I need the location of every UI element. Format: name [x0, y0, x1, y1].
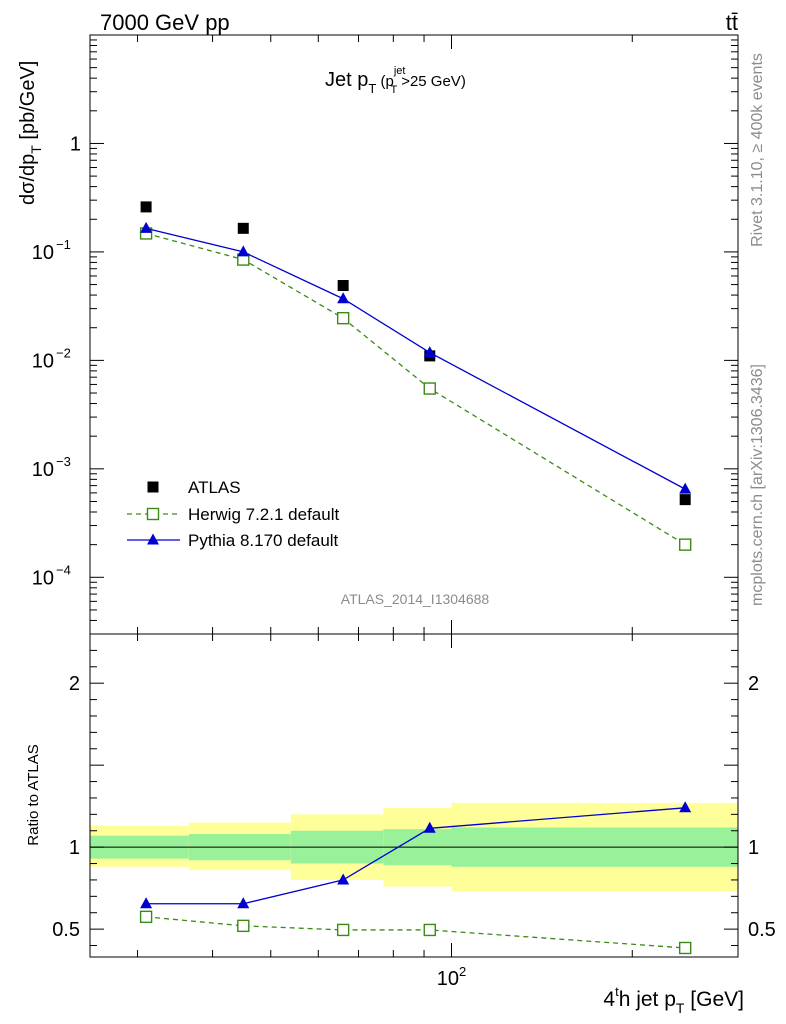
- herwig-point: [423, 382, 436, 395]
- analysis-id: ATLAS_2014_I1304688: [341, 591, 490, 607]
- ratio-ylabel: Ratio to ATLAS: [25, 744, 42, 845]
- energy-label: 7000 GeV pp: [100, 10, 230, 35]
- main-ylabel: dσ/dpT [pb/GeV]: [17, 61, 44, 205]
- pythia-line: [145, 227, 686, 490]
- atlas-point: [679, 494, 691, 506]
- x-tick-label: 102: [437, 964, 466, 990]
- pythia-point: [423, 346, 436, 358]
- legend-label: ATLAS: [188, 478, 241, 497]
- pythia-point: [237, 245, 250, 257]
- y-tick-label: −2: [56, 345, 71, 360]
- ratio-herwig-point: [139, 910, 153, 924]
- ratio-herwig-point: [423, 923, 436, 937]
- atlas-point: [237, 222, 249, 234]
- legend-label: Herwig 7.2.1 default: [188, 505, 339, 524]
- y-tick-label: −4: [56, 562, 71, 577]
- ratio-pythia-point: [140, 897, 153, 909]
- process-label: tt̄: [726, 10, 738, 35]
- main-marks: [139, 201, 692, 551]
- y-tick-label-right: 2: [748, 673, 759, 695]
- legend-marker: [147, 481, 159, 493]
- pythia-point: [337, 292, 350, 304]
- y-tick-label: 10: [32, 242, 54, 264]
- ratio-herwig-point: [336, 923, 350, 937]
- herwig-line: [145, 232, 686, 546]
- legend-marker: [146, 507, 160, 521]
- rivet-label: Rivet 3.1.10, ≥ 400k events: [749, 53, 766, 247]
- ratio-pythia-point: [337, 873, 350, 885]
- y-tick-label: 10: [32, 459, 54, 481]
- legend: ATLAS Herwig 7.2.1 default Pythia 8.170 de…: [127, 478, 339, 550]
- plot-title: Jet pT (pjet T >25 GeV): [325, 65, 466, 96]
- ratio-frame: [89, 633, 739, 958]
- ratio-herwig-point: [237, 919, 250, 933]
- y-tick-label: −3: [56, 454, 71, 469]
- pythia-point: [679, 482, 692, 494]
- y-tick-label: 2: [69, 673, 80, 695]
- x-axis-label: 4th jet pT [GeV]: [603, 984, 744, 1016]
- y-tick-label: 0.5: [52, 919, 80, 941]
- ratio-herwig-line: [146, 916, 686, 949]
- atlas-point: [337, 280, 349, 292]
- main-axes: 110−110−210−310−4: [32, 34, 739, 635]
- y-tick-label-right: 1: [748, 837, 759, 859]
- ratio-axes: 102 2 2 1 1 0.5 0.5: [52, 633, 776, 990]
- ratio-marks: [139, 801, 692, 955]
- y-tick-label-right: 0.5: [748, 919, 776, 941]
- herwig-point: [336, 311, 350, 325]
- ratio-bands: [90, 802, 738, 892]
- ratio-pythia-point: [423, 821, 436, 833]
- mcplots-label: mcplots.cern.ch [arXiv:1306.3436]: [749, 364, 766, 606]
- y-tick-label: 1: [70, 133, 81, 155]
- y-tick-label: 10: [32, 567, 54, 589]
- main-panel: 110−110−210−310−4 ATLAS_2014_I1304688 Je…: [17, 34, 739, 635]
- legend-label: Pythia 8.170 default: [188, 531, 339, 550]
- ratio-pythia-point: [679, 801, 692, 813]
- ratio-pythia-point: [237, 897, 250, 909]
- y-tick-label: −1: [56, 237, 71, 252]
- y-tick-label: 10: [32, 350, 54, 372]
- legend-marker: [147, 533, 159, 545]
- atlas-point: [140, 201, 152, 213]
- ratio-herwig-point: [678, 941, 692, 955]
- ratio-panel: 102 2 2 1 1 0.5 0.5 Ratio to ATLAS 4th jet pT …: [25, 633, 776, 1016]
- herwig-point: [678, 538, 692, 551]
- pythia-point: [140, 221, 153, 233]
- y-tick-label: 1: [69, 837, 80, 859]
